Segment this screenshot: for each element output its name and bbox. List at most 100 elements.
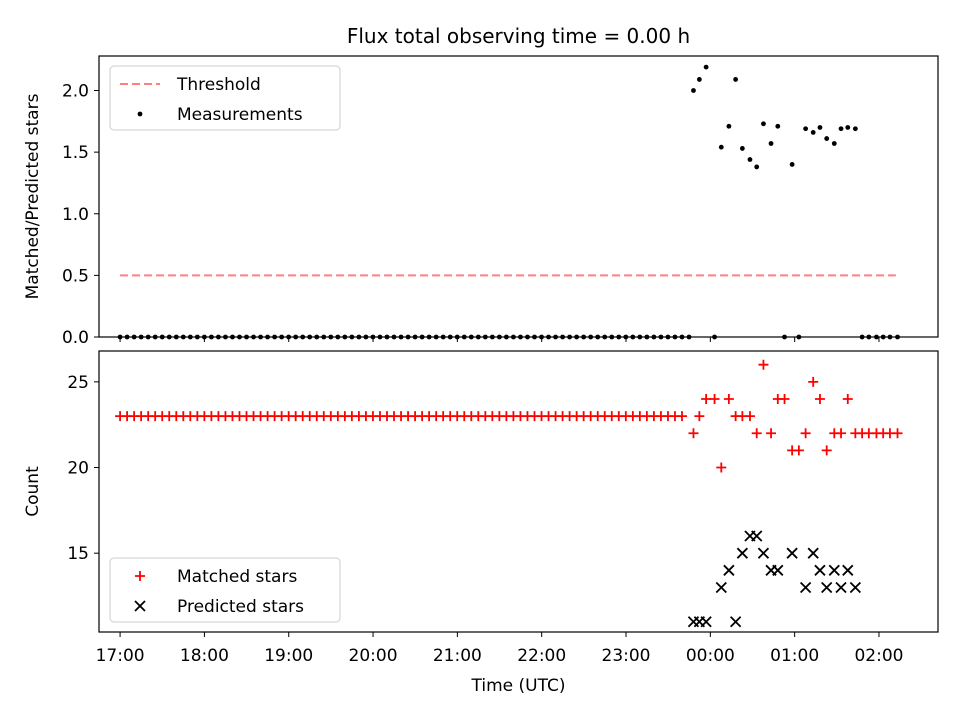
series-measurements — [117, 64, 900, 340]
data-point — [701, 393, 712, 404]
data-point — [754, 164, 760, 170]
data-point — [838, 126, 844, 132]
data-point — [468, 334, 474, 340]
data-point — [892, 428, 903, 439]
data-point — [223, 334, 228, 340]
data-point — [440, 334, 446, 340]
data-point — [314, 334, 320, 340]
y-tick-label: 0.5 — [62, 266, 89, 286]
axes-frame — [98, 350, 939, 633]
y-tick-label: 0.0 — [62, 328, 89, 348]
y-axis-label: Matched/Predicted stars — [23, 93, 43, 299]
data-point — [757, 547, 770, 559]
data-point — [265, 334, 270, 340]
data-point — [567, 334, 573, 340]
data-point — [828, 564, 840, 576]
data-point — [131, 334, 137, 340]
data-point — [700, 616, 712, 628]
data-point — [454, 334, 460, 340]
data-point — [651, 334, 657, 340]
data-point — [824, 136, 830, 141]
legend-label: Threshold — [176, 75, 261, 95]
data-point — [208, 334, 214, 340]
data-point — [482, 334, 488, 340]
data-point — [447, 334, 453, 340]
top-panel: 0.0 0.5 1.0 1.5 2.0 Matched/Predicted stars Th… — [23, 55, 939, 348]
bottom-panel: 17:00 18:00 19:00 20:00 21:00 22:00 23:00 00:00… — [23, 350, 939, 696]
data-point — [637, 334, 643, 340]
data-point — [845, 125, 851, 130]
data-point — [644, 334, 650, 340]
legend: Threshold Measurements — [109, 65, 341, 131]
x-tick-label: 01:00 — [770, 646, 819, 666]
data-point — [835, 581, 847, 594]
data-point — [799, 581, 812, 594]
y-tick-label: 20 — [67, 459, 89, 479]
data-point — [201, 334, 207, 340]
x-tick-label: 23:00 — [602, 646, 651, 666]
data-point — [335, 334, 341, 340]
data-point — [800, 428, 811, 439]
data-point — [736, 547, 749, 559]
data-point — [866, 334, 872, 340]
y-tick-label: 2.0 — [62, 82, 89, 102]
data-point — [688, 428, 699, 439]
data-point — [782, 334, 787, 340]
data-point — [187, 334, 193, 340]
data-point — [709, 393, 720, 404]
data-point — [718, 144, 724, 150]
data-point — [658, 334, 664, 340]
data-point — [772, 564, 784, 576]
legend-box — [109, 65, 341, 131]
data-point — [874, 334, 879, 340]
data-point — [370, 334, 376, 340]
data-point — [166, 334, 172, 340]
data-point — [194, 334, 200, 340]
data-point — [152, 334, 158, 340]
data-point — [761, 121, 766, 127]
data-point — [546, 334, 551, 340]
data-point — [384, 334, 390, 340]
data-point — [180, 334, 186, 340]
data-point — [895, 334, 900, 340]
series-matched-stars — [115, 359, 903, 473]
data-point — [124, 334, 130, 340]
data-point — [726, 123, 732, 129]
data-point — [300, 334, 306, 340]
data-point — [733, 77, 739, 82]
x-axis-label: Time (UTC) — [471, 676, 566, 696]
data-point — [560, 334, 565, 340]
legend-label: Measurements — [177, 105, 303, 125]
legend-box — [109, 557, 341, 623]
data-point — [377, 334, 383, 340]
data-point — [696, 77, 702, 82]
data-point — [272, 334, 278, 340]
data-point — [398, 334, 404, 340]
data-point — [475, 334, 481, 340]
y-tick-label: 25 — [67, 373, 89, 393]
data-point — [796, 334, 802, 340]
data-point — [609, 334, 615, 340]
data-point — [518, 334, 523, 340]
data-point — [391, 334, 397, 340]
x-tick-label: 17:00 — [96, 646, 145, 666]
data-point — [842, 393, 853, 404]
legend-label: Predicted stars — [177, 597, 304, 617]
data-point — [887, 334, 893, 340]
data-point — [532, 334, 537, 340]
data-point — [237, 334, 242, 340]
data-point — [716, 462, 727, 473]
data-point — [588, 334, 594, 340]
data-point — [723, 564, 735, 576]
y-tick-label: 1.5 — [62, 143, 89, 163]
legend-dot-icon — [137, 111, 143, 117]
data-point — [539, 334, 544, 340]
data-point — [786, 547, 798, 559]
data-point — [159, 334, 165, 340]
data-point — [810, 130, 816, 135]
x-tick-label: 22:00 — [517, 646, 566, 666]
data-point — [581, 334, 587, 340]
data-point — [553, 334, 558, 340]
legend-label: Matched stars — [177, 567, 297, 587]
